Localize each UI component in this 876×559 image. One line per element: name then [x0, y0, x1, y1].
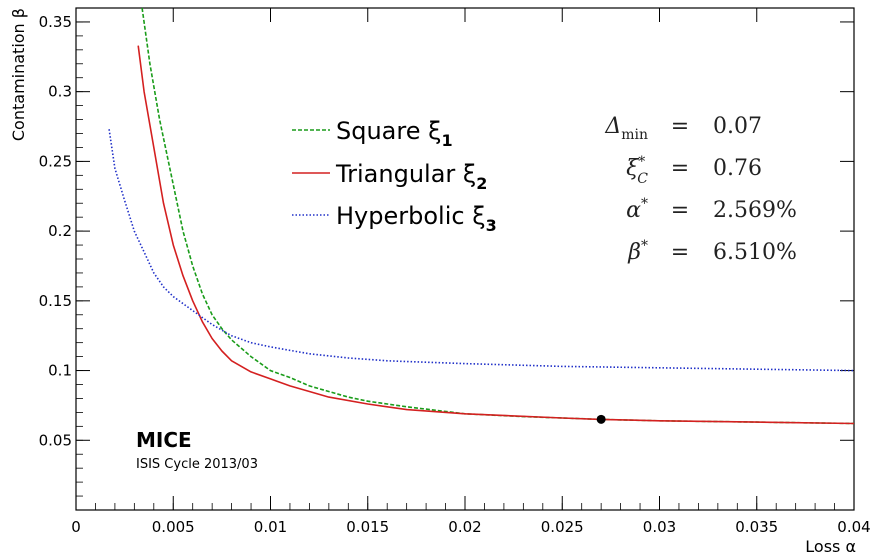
- stat-eq-4: =: [671, 240, 689, 265]
- y-tick-label: 0.3: [48, 83, 72, 101]
- legend-label-2: Triangular ξ2: [335, 160, 487, 193]
- stat-value-4: 6.510%: [713, 240, 797, 265]
- annotation-title: MICE: [136, 428, 192, 452]
- x-axis-label: Loss α: [805, 537, 856, 556]
- stat-label-3: α*: [626, 196, 648, 223]
- series-line-2: [137, 45, 855, 425]
- stat-eq-2: =: [671, 156, 689, 181]
- x-tick-label: 0.04: [837, 518, 870, 536]
- series-line-1: [141, 7, 855, 425]
- stat-label-4: β*: [627, 238, 648, 265]
- x-tick-label: 0.02: [448, 518, 481, 536]
- stats-box: Δmin = 0.07 ξ* C = 0.76 α* = 2.569% β* = 6.510%: [604, 114, 797, 265]
- stat-value-1: 0.07: [713, 114, 762, 139]
- legend-label-3: Hyperbolic ξ3: [336, 202, 497, 235]
- annotation-subtitle: ISIS Cycle 2013/03: [136, 457, 258, 472]
- legend-label-1: Square ξ1: [336, 117, 453, 150]
- x-tick-label: 0: [71, 518, 81, 536]
- stat-label-1: Δmin: [604, 114, 648, 143]
- x-tick-label: 0.025: [541, 518, 584, 536]
- y-axis-label: Contamination β: [9, 8, 28, 141]
- x-tick-label: 0.015: [346, 518, 389, 536]
- x-tick-label: 0.01: [254, 518, 287, 536]
- y-tick-label: 0.05: [39, 431, 72, 449]
- stat-label-2: ξ* C: [626, 154, 648, 187]
- legend: Square ξ1 Triangular ξ2 Hyperbolic ξ3: [292, 117, 497, 235]
- stat-value-2: 0.76: [713, 156, 762, 181]
- y-tick-label: 0.1: [48, 362, 72, 380]
- y-tick-label: 0.2: [48, 222, 72, 240]
- x-tick-label: 0.035: [735, 518, 778, 536]
- series-line-3: [108, 129, 855, 372]
- y-tick-label: 0.35: [39, 13, 72, 31]
- x-tick-label: 0.005: [152, 518, 195, 536]
- optimum-marker: [596, 414, 606, 424]
- y-tick-label: 0.25: [39, 152, 72, 170]
- x-tick-label: 0.03: [643, 518, 676, 536]
- series-group: [108, 7, 855, 425]
- stat-eq-1: =: [671, 114, 689, 139]
- stat-eq-3: =: [671, 198, 689, 223]
- stat-value-3: 2.569%: [713, 198, 797, 223]
- axis-ticks: 0 0.005 0.01 0.015 0.02 0.025 0.03 0.035 0.04 0.0…: [39, 7, 871, 536]
- y-tick-label: 0.15: [39, 292, 72, 310]
